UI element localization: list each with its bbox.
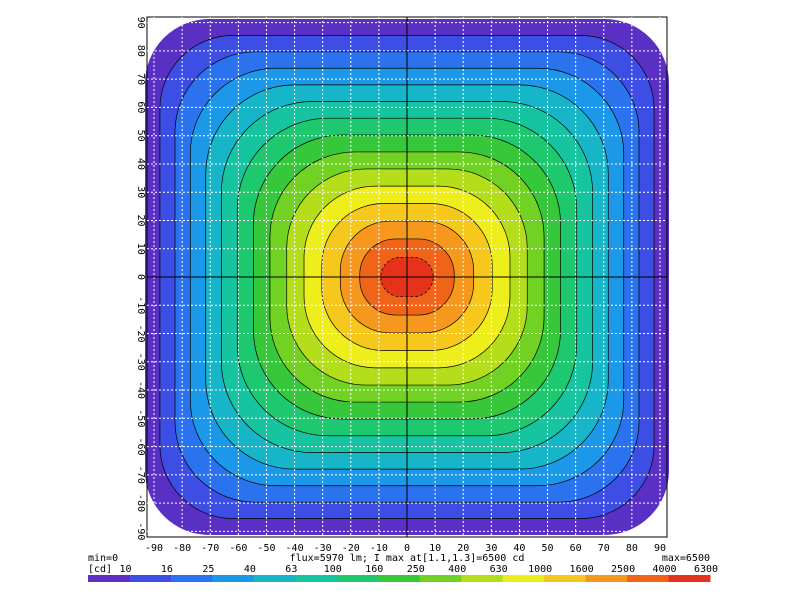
y-tick-label: 20 — [135, 214, 146, 226]
y-tick-label: -70 — [135, 466, 146, 484]
colorbar-segment — [419, 575, 462, 582]
y-tick-label: -60 — [135, 438, 146, 456]
colorbar-label: 10 — [119, 564, 131, 575]
colorbar-label: 100 — [324, 564, 342, 575]
colorbar-segment — [295, 575, 338, 582]
y-tick-label: -10 — [135, 296, 146, 314]
y-tick-label: 30 — [135, 186, 146, 198]
x-tick-label: 50 — [542, 543, 554, 554]
colorbar-segment — [129, 575, 172, 582]
colorbar-segment — [668, 575, 711, 582]
y-tick-label: 50 — [135, 130, 146, 142]
colorbar-label: 25 — [202, 564, 214, 575]
colorbar-segment — [212, 575, 255, 582]
colorbar-label: 2500 — [611, 564, 635, 575]
x-tick-label: 30 — [485, 543, 497, 554]
colorbar-label: 160 — [365, 564, 383, 575]
colorbar-segment — [461, 575, 504, 582]
x-tick-label: 90 — [654, 543, 666, 554]
y-tick-label: -80 — [135, 494, 146, 512]
x-tick-label: 60 — [570, 543, 582, 554]
x-tick-label: -70 — [201, 543, 219, 554]
unit-label: [cd] — [88, 564, 112, 575]
colorbar-segment — [627, 575, 670, 582]
y-tick-label: 80 — [135, 45, 146, 57]
colorbar-label: 63 — [285, 564, 297, 575]
x-tick-label: -30 — [314, 543, 332, 554]
colorbar-label: 630 — [490, 564, 508, 575]
colorbar-label: 250 — [407, 564, 425, 575]
y-tick-label: -20 — [135, 324, 146, 342]
colorbar-segment — [544, 575, 587, 582]
caption: flux=5970 lm; I max at[1.1,1.3]=6500 cd — [290, 553, 525, 564]
y-tick-label: 0 — [135, 274, 146, 280]
colorbar-label: 40 — [244, 564, 256, 575]
colorbar-segment — [585, 575, 628, 582]
colorbar-label: 400 — [448, 564, 466, 575]
x-tick-label: -50 — [257, 543, 275, 554]
x-tick-label: 20 — [457, 543, 469, 554]
x-tick-label: -60 — [229, 543, 247, 554]
x-tick-label: -90 — [145, 543, 163, 554]
y-tick-label: -90 — [135, 522, 146, 540]
colorbar-segment — [253, 575, 296, 582]
colorbar-label: 1600 — [570, 564, 594, 575]
y-tick-label: 60 — [135, 101, 146, 113]
colorbar-label: 4000 — [652, 564, 676, 575]
colorbar-label: 6300 — [694, 564, 718, 575]
y-tick-label: 10 — [135, 243, 146, 255]
colorbar-label: 16 — [161, 564, 173, 575]
x-tick-label: 0 — [404, 543, 410, 554]
x-tick-label: 80 — [626, 543, 638, 554]
colorbar-segment — [88, 575, 130, 582]
y-tick-label: -30 — [135, 353, 146, 371]
colorbar-label: 1000 — [528, 564, 552, 575]
y-tick-label: 70 — [135, 73, 146, 85]
max-label: max=6500 — [662, 553, 710, 564]
x-tick-label: -80 — [173, 543, 191, 554]
x-tick-label: 10 — [429, 543, 441, 554]
colorbar-segment — [378, 575, 421, 582]
x-tick-label: 70 — [598, 543, 610, 554]
y-tick-label: 40 — [135, 158, 146, 170]
colorbar-segment — [170, 575, 213, 582]
y-tick-label: 90 — [135, 17, 146, 29]
y-tick-label: -50 — [135, 409, 146, 427]
y-tick-label: -40 — [135, 381, 146, 399]
x-tick-label: -10 — [370, 543, 388, 554]
x-tick-label: 40 — [513, 543, 525, 554]
min-label: min=0 — [88, 553, 118, 564]
x-tick-label: -20 — [342, 543, 360, 554]
colorbar-segment — [502, 575, 545, 582]
colorbar-segment — [336, 575, 379, 582]
x-tick-label: -40 — [286, 543, 304, 554]
